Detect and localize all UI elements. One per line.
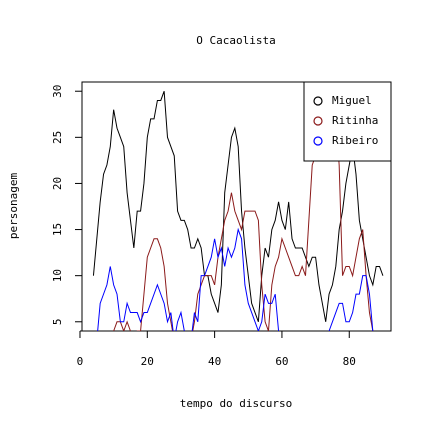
series-line	[97, 227, 374, 331]
y-tick-label: 5	[51, 318, 64, 325]
x-tick-label: 80	[343, 355, 356, 368]
legend-label: Ribeiro	[332, 134, 378, 147]
x-axis-label: tempo do discurso	[180, 397, 293, 410]
y-axis-label: personagem	[7, 173, 20, 240]
y-tick-label: 30	[51, 85, 64, 98]
x-tick-label: 20	[141, 355, 154, 368]
legend-label: Ritinha	[332, 114, 378, 127]
y-tick-label: 10	[51, 269, 64, 282]
y-tick-label: 20	[51, 177, 64, 190]
series-line	[92, 91, 384, 322]
y-tick-label: 25	[51, 131, 64, 144]
chart-title: O Cacaolista	[196, 34, 275, 47]
legend-marker	[313, 116, 323, 126]
x-tick-label: 0	[77, 355, 84, 368]
x-tick-label: 40	[208, 355, 221, 368]
y-tick-label: 15	[51, 223, 64, 236]
legend-marker	[313, 136, 323, 146]
legend-box	[303, 81, 392, 162]
legend-marker	[313, 96, 323, 106]
legend-label: Miguel	[332, 94, 372, 107]
x-tick-label: 60	[275, 355, 288, 368]
